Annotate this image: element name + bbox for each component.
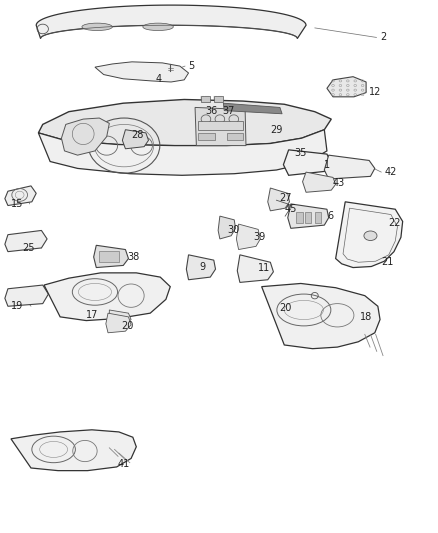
Text: 5: 5 xyxy=(188,61,195,71)
Bar xyxy=(99,251,119,262)
Text: 6: 6 xyxy=(327,211,333,221)
Text: 25: 25 xyxy=(22,243,35,253)
Text: 29: 29 xyxy=(270,125,283,135)
Polygon shape xyxy=(122,130,148,149)
Text: 36: 36 xyxy=(205,106,217,116)
Polygon shape xyxy=(39,130,327,175)
Text: 27: 27 xyxy=(279,192,292,203)
Text: 2: 2 xyxy=(380,33,386,43)
Polygon shape xyxy=(5,186,36,206)
Text: 43: 43 xyxy=(333,177,345,188)
Polygon shape xyxy=(95,62,188,82)
Text: 1: 1 xyxy=(324,160,330,169)
Bar xyxy=(198,133,215,140)
Text: 17: 17 xyxy=(86,310,99,320)
Bar xyxy=(201,96,210,102)
Ellipse shape xyxy=(364,231,377,240)
Polygon shape xyxy=(288,204,328,228)
Bar xyxy=(305,213,311,223)
Text: 45: 45 xyxy=(284,204,297,214)
Text: 4: 4 xyxy=(156,74,162,84)
Polygon shape xyxy=(237,255,273,282)
Text: 20: 20 xyxy=(121,321,134,331)
Text: 11: 11 xyxy=(258,263,270,272)
Polygon shape xyxy=(11,430,136,471)
Text: 42: 42 xyxy=(385,167,397,177)
Text: 30: 30 xyxy=(227,225,239,236)
Ellipse shape xyxy=(143,23,173,30)
Polygon shape xyxy=(44,273,170,320)
Polygon shape xyxy=(283,150,331,175)
Polygon shape xyxy=(237,224,260,249)
Text: 22: 22 xyxy=(388,218,400,228)
Bar xyxy=(214,96,223,102)
Polygon shape xyxy=(268,188,290,211)
Text: 35: 35 xyxy=(294,148,306,158)
Text: 18: 18 xyxy=(360,312,373,322)
Text: 37: 37 xyxy=(223,106,235,116)
Polygon shape xyxy=(94,245,128,268)
Text: 21: 21 xyxy=(381,257,393,267)
Text: 9: 9 xyxy=(199,262,205,271)
Text: 15: 15 xyxy=(11,199,23,209)
Text: 12: 12 xyxy=(369,86,381,96)
Text: 38: 38 xyxy=(127,252,140,262)
Polygon shape xyxy=(327,77,366,97)
Polygon shape xyxy=(106,313,131,333)
Text: 28: 28 xyxy=(131,130,144,140)
Polygon shape xyxy=(36,5,306,38)
Polygon shape xyxy=(5,285,48,306)
Polygon shape xyxy=(336,202,403,268)
Polygon shape xyxy=(195,108,246,146)
Text: 39: 39 xyxy=(253,232,265,243)
Polygon shape xyxy=(186,255,215,280)
Polygon shape xyxy=(39,100,331,146)
Polygon shape xyxy=(303,172,336,192)
Polygon shape xyxy=(223,103,282,114)
Bar xyxy=(198,121,243,130)
Polygon shape xyxy=(218,216,236,239)
Text: 41: 41 xyxy=(118,459,130,469)
Polygon shape xyxy=(5,230,47,252)
Polygon shape xyxy=(110,310,131,326)
Ellipse shape xyxy=(82,23,113,30)
Text: 20: 20 xyxy=(279,303,291,313)
Text: 19: 19 xyxy=(11,301,23,311)
Bar xyxy=(315,213,321,223)
Polygon shape xyxy=(324,155,375,179)
Bar xyxy=(227,133,244,140)
Polygon shape xyxy=(61,118,110,155)
Polygon shape xyxy=(261,284,380,349)
Bar xyxy=(297,213,303,223)
